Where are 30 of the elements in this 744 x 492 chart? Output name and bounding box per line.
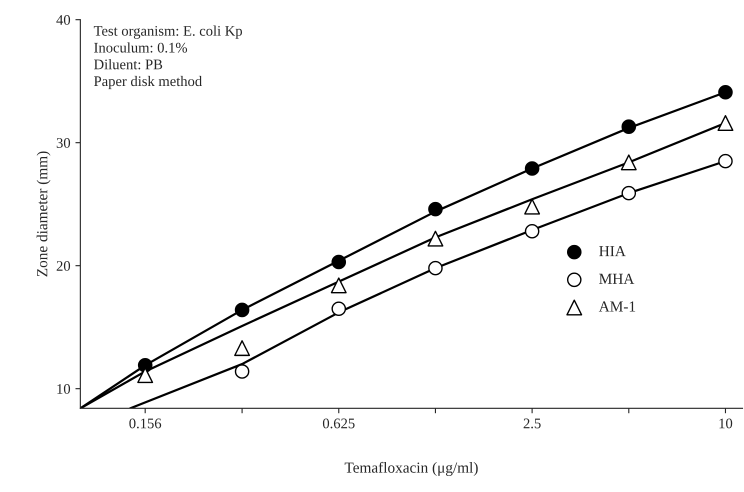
x-tick-label: 0.156 — [129, 418, 162, 428]
y-tick-label: 20 — [56, 261, 70, 271]
annotation: Test organism: E. coli Kp — [94, 26, 242, 39]
annotation: Inoculum: 0.1% — [94, 42, 188, 53]
y-tick-label: 10 — [57, 384, 70, 394]
point — [234, 340, 250, 356]
point — [620, 154, 637, 170]
y-tick-label: 30 — [56, 138, 70, 148]
point — [524, 198, 540, 215]
legend-label: AM-1 — [598, 301, 636, 312]
annotation: Paper disk method — [94, 76, 202, 90]
x-axis-title: Temafloxacin (μg/ml) — [344, 462, 478, 476]
annotation: Diluent: PB — [94, 59, 162, 70]
x-tick-label: 10 — [719, 418, 732, 428]
x-tick-label: 0.625 — [322, 418, 355, 428]
point — [524, 161, 540, 176]
point — [717, 115, 734, 131]
point — [427, 230, 444, 247]
point — [331, 254, 346, 270]
y-axis-title: Zone diameter (mm) — [36, 151, 50, 276]
legend-label: HIA — [599, 246, 626, 256]
point — [428, 202, 443, 216]
x-tick-label: 2.5 — [524, 418, 541, 428]
point — [330, 277, 347, 294]
point — [234, 302, 250, 318]
point — [718, 84, 733, 100]
point — [622, 119, 636, 134]
y-tick-label: 40 — [56, 15, 70, 25]
point — [137, 367, 154, 384]
legend-label: MHA — [599, 274, 634, 284]
